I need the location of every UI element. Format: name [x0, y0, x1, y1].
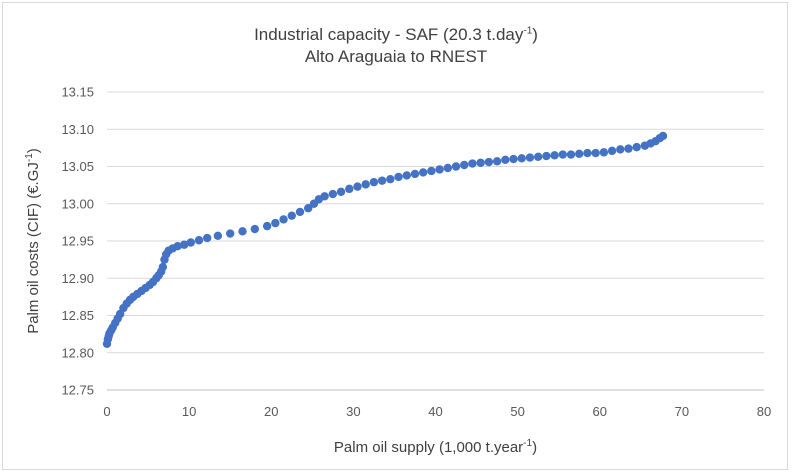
x-tick-label: 80 — [757, 404, 771, 419]
x-tick-label: 0 — [103, 404, 110, 419]
data-points — [102, 131, 668, 349]
data-point — [632, 142, 641, 152]
data-point — [279, 215, 288, 224]
x-tick-label: 10 — [182, 404, 196, 419]
data-point — [558, 150, 567, 159]
data-point — [509, 154, 518, 164]
data-point — [394, 172, 403, 182]
data-point — [451, 162, 461, 171]
data-point — [460, 160, 469, 170]
chart-title-end: ) — [532, 25, 538, 44]
data-point — [295, 207, 305, 217]
data-point — [179, 240, 189, 249]
data-point — [158, 262, 168, 272]
data-point — [607, 146, 617, 156]
data-point — [213, 231, 223, 240]
x-tick-label: 60 — [593, 404, 607, 419]
data-point — [476, 158, 485, 167]
data-point — [492, 157, 502, 166]
data-point — [533, 152, 543, 162]
data-point — [271, 218, 280, 228]
data-point — [202, 233, 212, 243]
data-point — [435, 165, 444, 174]
data-point — [386, 174, 395, 184]
x-axis-ticks: 0 10 20 30 40 50 60 70 80 — [103, 404, 771, 419]
chart-title-main: Industrial capacity - SAF (20.3 t.day — [254, 25, 524, 44]
data-point — [591, 148, 600, 158]
x-tick-label: 30 — [346, 404, 360, 419]
data-point — [173, 242, 182, 251]
data-point — [238, 227, 247, 236]
y-axis-ticks: 12.75 12.80 12.85 12.90 12.95 13.00 13.05 13.10… — [61, 85, 94, 398]
y-tick-label: 12.75 — [61, 383, 94, 398]
data-point — [361, 180, 370, 189]
y-tick-label: 13.00 — [61, 196, 94, 211]
data-point — [402, 171, 411, 180]
y-tick-label: 12.80 — [61, 345, 94, 360]
data-point — [353, 182, 362, 191]
data-point — [369, 177, 379, 187]
data-point — [658, 131, 668, 141]
data-point — [599, 148, 609, 157]
data-point — [427, 166, 436, 176]
data-point — [262, 221, 272, 231]
y-axis-title: Palm oil costs (CIF) (€.GJ-1) — [24, 148, 42, 334]
gridlines — [107, 91, 764, 354]
y-tick-label: 12.95 — [61, 234, 94, 249]
data-point — [418, 168, 428, 177]
data-point — [336, 187, 346, 197]
x-tick-label: 40 — [428, 404, 442, 419]
data-point — [517, 154, 526, 163]
y-tick-label: 13.10 — [61, 122, 94, 137]
data-point — [484, 157, 494, 167]
chart-subtitle: Alto Araguaia to RNEST — [304, 47, 488, 66]
data-point — [186, 238, 195, 247]
data-point — [410, 169, 420, 179]
data-point — [377, 176, 387, 185]
x-tick-label: 70 — [675, 404, 689, 419]
data-point — [328, 189, 338, 199]
data-point — [468, 159, 477, 168]
chart-title-line-1: Industrial capacity - SAF (20.3 t.day-1) — [0, 24, 792, 46]
data-point — [525, 153, 535, 162]
data-point — [304, 204, 313, 213]
y-tick-label: 12.90 — [61, 271, 94, 286]
data-point — [225, 229, 235, 238]
data-point — [542, 151, 551, 161]
y-tick-label: 12.85 — [61, 308, 94, 323]
data-point — [616, 145, 625, 154]
data-point — [566, 150, 576, 159]
data-point — [583, 148, 592, 158]
x-tick-label: 20 — [264, 404, 278, 419]
data-point — [345, 184, 354, 194]
x-axis-title: Palm oil supply (1,000 t.year-1) — [334, 438, 537, 456]
data-point — [320, 192, 329, 201]
data-point — [624, 144, 633, 153]
y-tick-label: 13.15 — [61, 85, 94, 100]
x-tick-label: 50 — [510, 404, 524, 419]
data-point — [575, 149, 584, 159]
data-point — [287, 211, 296, 220]
data-point — [194, 236, 204, 245]
data-point — [550, 151, 559, 160]
data-point — [501, 155, 510, 164]
y-tick-label: 13.05 — [61, 159, 94, 174]
chart-title: Industrial capacity - SAF (20.3 t.day-1)… — [0, 24, 792, 68]
data-point — [250, 224, 260, 234]
data-point — [443, 163, 453, 173]
chart-title-sup: -1 — [523, 25, 533, 37]
chart-frame — [2, 2, 788, 470]
